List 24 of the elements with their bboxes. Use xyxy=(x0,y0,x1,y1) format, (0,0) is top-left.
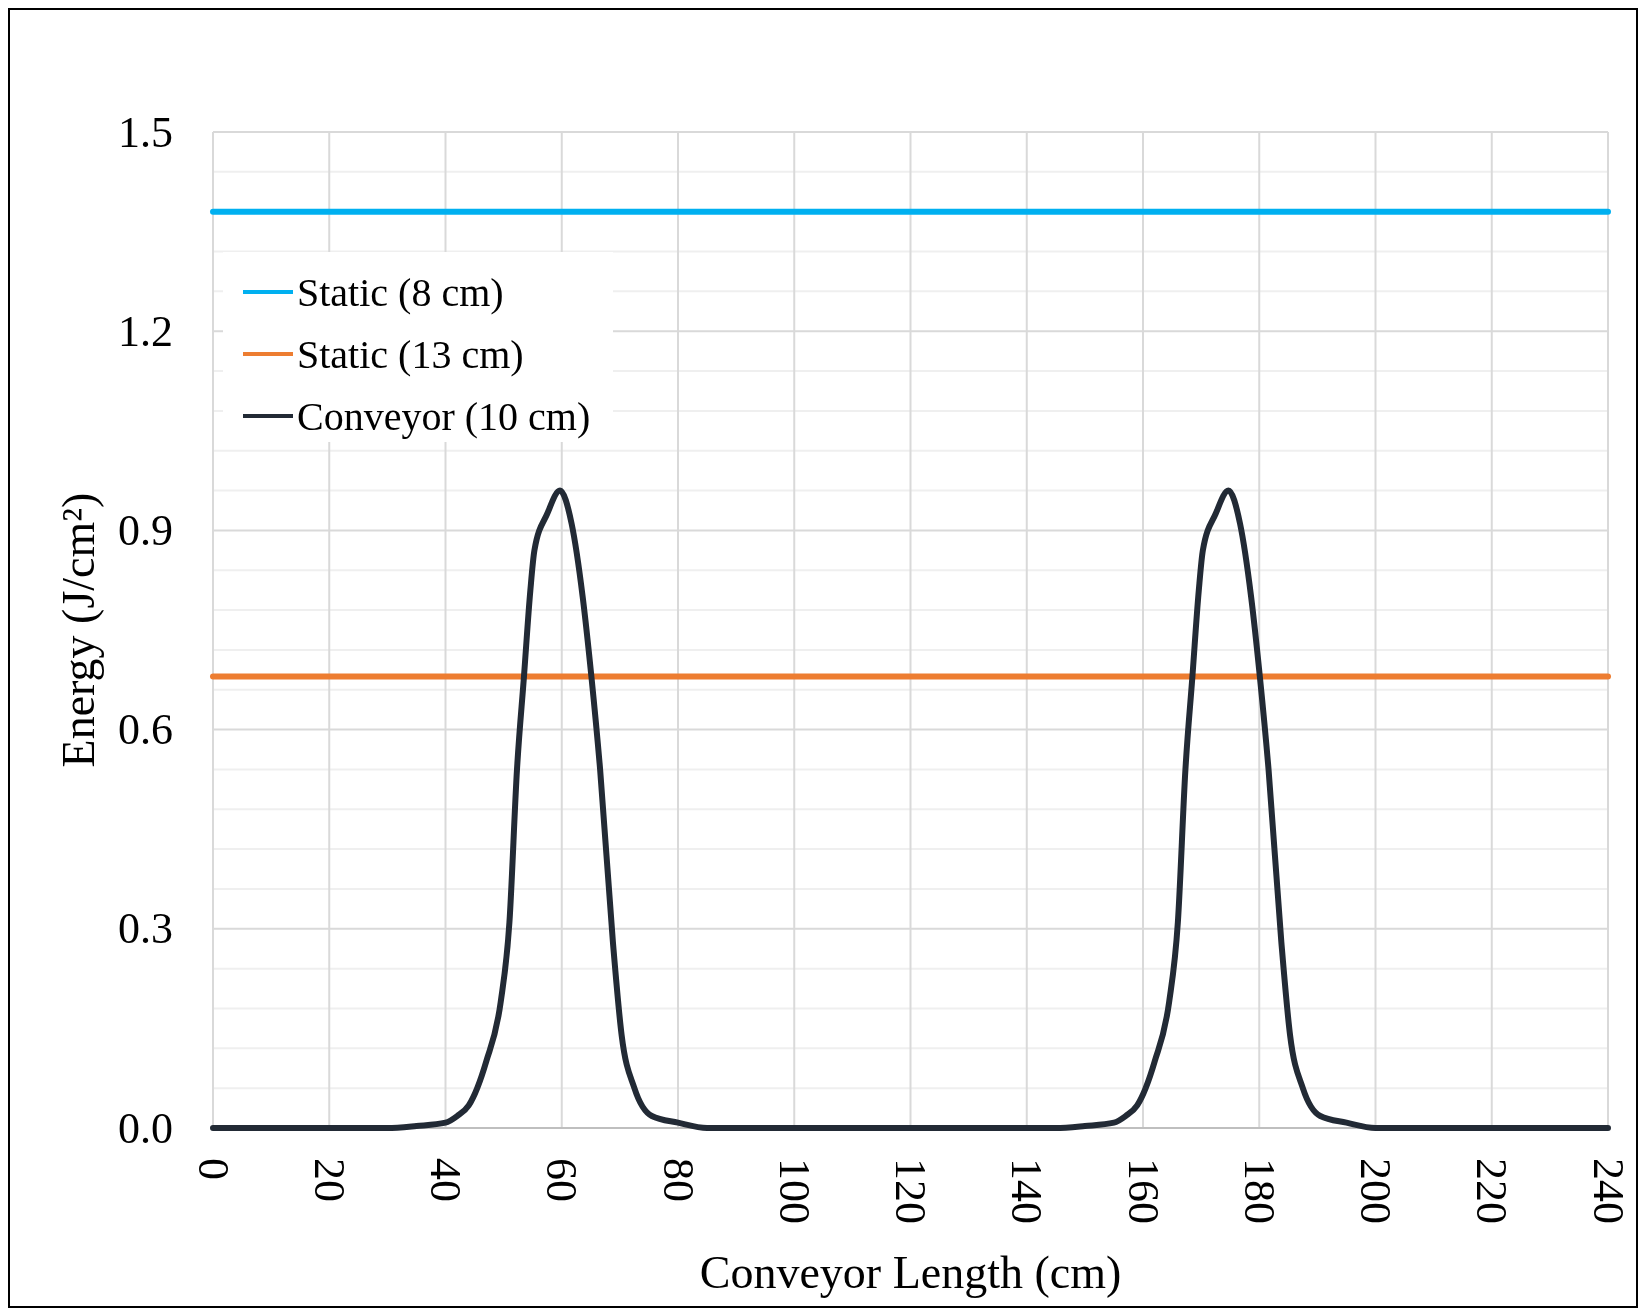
x-tick-label: 240 xyxy=(1583,1158,1633,1224)
legend-label: Static (8 cm) xyxy=(297,269,504,315)
y-tick-label: 0.9 xyxy=(118,505,173,555)
y-tick-label: 0.3 xyxy=(118,904,173,954)
x-tick-label: 160 xyxy=(1118,1158,1168,1224)
x-tick-label: 140 xyxy=(1002,1158,1052,1224)
x-tick-label: 80 xyxy=(653,1158,703,1202)
x-tick-label: 0 xyxy=(188,1158,238,1180)
x-tick-label: 200 xyxy=(1351,1158,1400,1224)
y-axis-title: Energy (J/cm²) xyxy=(52,492,104,768)
x-tick-label: 180 xyxy=(1234,1158,1284,1224)
y-tick-label: 0.0 xyxy=(118,1103,173,1153)
x-tick-label: 40 xyxy=(421,1158,470,1202)
x-tick-label: 60 xyxy=(537,1158,587,1202)
legend-label: Static (13 cm) xyxy=(297,331,524,377)
legend-label: Conveyor (10 cm) xyxy=(297,393,591,439)
y-tick-label: 0.6 xyxy=(118,705,173,755)
x-tick-label: 100 xyxy=(769,1158,819,1224)
x-tick-label: 20 xyxy=(304,1158,354,1202)
x-axis-title: Conveyor Length (cm) xyxy=(699,1247,1122,1298)
y-tick-label: 1.5 xyxy=(118,107,173,157)
x-tick-label: 220 xyxy=(1467,1158,1517,1224)
y-tick-label: 1.2 xyxy=(118,306,173,356)
x-tick-label: 120 xyxy=(886,1158,935,1224)
